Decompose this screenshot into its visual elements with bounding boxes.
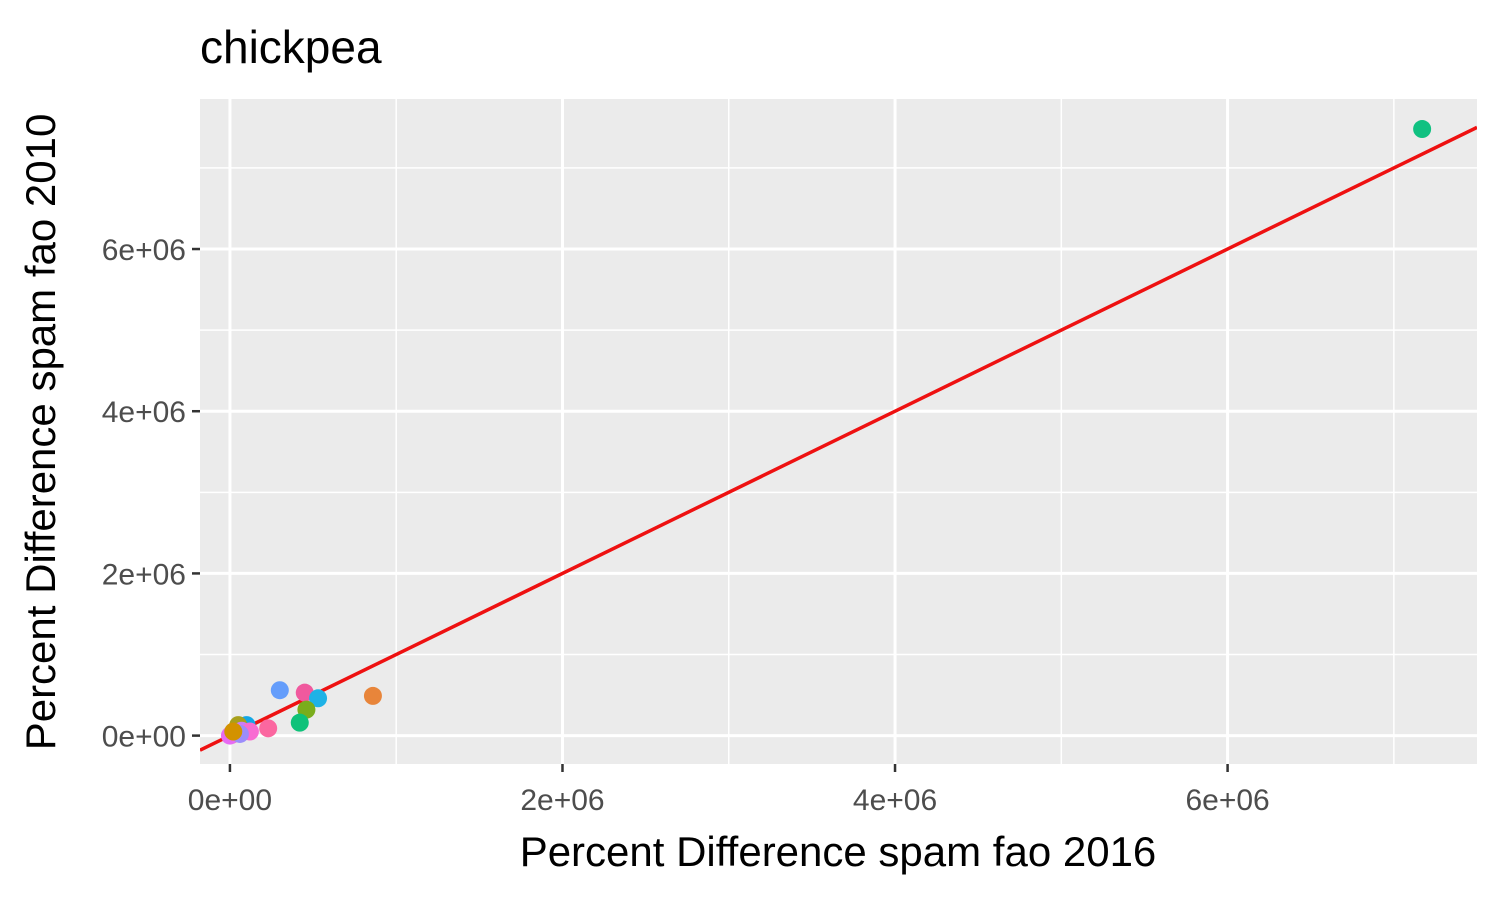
chart-title: chickpea <box>200 21 382 73</box>
y-tick-label: 4e+06 <box>102 396 186 429</box>
data-point <box>270 681 289 700</box>
x-axis: 0e+00 2e+06 4e+06 6e+06 <box>188 764 1270 817</box>
identity-reference-line <box>200 125 1477 752</box>
data-point <box>224 722 243 741</box>
major-gridlines <box>200 99 1477 764</box>
y-tick-label: 0e+00 <box>102 721 186 754</box>
data-point <box>290 713 309 732</box>
data-point <box>1413 120 1432 139</box>
data-point <box>259 719 278 738</box>
reference-line-group <box>200 125 1477 752</box>
y-tick-label: 2e+06 <box>102 558 186 591</box>
x-tick-label: 4e+06 <box>853 784 937 817</box>
x-tick-label: 2e+06 <box>520 784 604 817</box>
y-axis-title: Percent Difference spam fao 2010 <box>17 114 64 751</box>
x-tick-label: 0e+00 <box>188 784 272 817</box>
x-tick-label: 6e+06 <box>1185 784 1269 817</box>
data-point <box>363 686 382 705</box>
y-tick-label: 6e+06 <box>102 234 186 267</box>
x-axis-title: Percent Difference spam fao 2016 <box>520 828 1157 875</box>
y-axis: 0e+00 2e+06 4e+06 6e+06 <box>102 234 200 754</box>
minor-gridlines <box>200 99 1477 764</box>
data-point <box>309 689 328 708</box>
data-points <box>220 120 1432 745</box>
plot-panel <box>200 99 1477 764</box>
